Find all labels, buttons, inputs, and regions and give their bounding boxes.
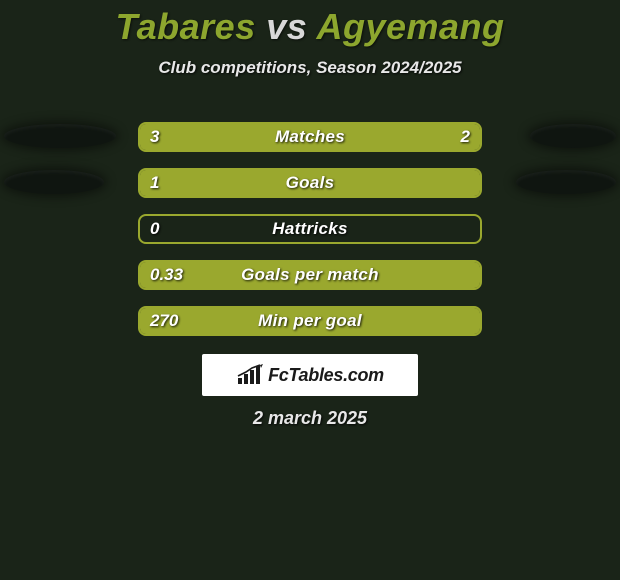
stat-row: Goals per match0.33 bbox=[0, 256, 620, 302]
shadow-left bbox=[4, 124, 116, 148]
stat-value-left: 270 bbox=[150, 311, 178, 331]
shadow-right bbox=[530, 124, 616, 148]
stat-row: Hattricks0 bbox=[0, 210, 620, 256]
stat-bar-track: Matches3 2 bbox=[138, 122, 482, 152]
footer-date: 2 march 2025 bbox=[0, 408, 620, 429]
brand-text: FcTables.com bbox=[268, 365, 384, 386]
stat-bar-track: Goals1 bbox=[138, 168, 482, 198]
shadow-left bbox=[4, 170, 104, 194]
stat-bar-track: Goals per match0.33 bbox=[138, 260, 482, 290]
stat-label: Hattricks bbox=[140, 219, 480, 239]
stats-container: Matches3 2 Goals1 Hattricks0 Goals per match… bbox=[0, 118, 620, 348]
player2-name: Agyemang bbox=[316, 6, 504, 47]
stat-label: Min per goal bbox=[140, 311, 480, 331]
stat-bar-track: Hattricks0 bbox=[138, 214, 482, 244]
stat-row: Matches3 2 bbox=[0, 118, 620, 164]
stat-label: Goals bbox=[140, 173, 480, 193]
stat-label: Matches bbox=[140, 127, 480, 147]
stat-value-left: 3 bbox=[150, 127, 159, 147]
stat-value-left: 0.33 bbox=[150, 265, 183, 285]
subtitle: Club competitions, Season 2024/2025 bbox=[0, 58, 620, 78]
player1-name: Tabares bbox=[115, 6, 255, 47]
stat-row: Goals1 bbox=[0, 164, 620, 210]
stat-bar-track: Min per goal270 bbox=[138, 306, 482, 336]
stat-value-left: 0 bbox=[150, 219, 159, 239]
brand-box[interactable]: FcTables.com bbox=[202, 354, 418, 396]
bar-growth-icon bbox=[236, 364, 264, 386]
stat-label: Goals per match bbox=[140, 265, 480, 285]
vs-text: vs bbox=[266, 6, 307, 47]
stat-row: Min per goal270 bbox=[0, 302, 620, 348]
comparison-title: Tabares vs Agyemang bbox=[0, 0, 620, 48]
stat-value-left: 1 bbox=[150, 173, 159, 193]
stat-value-right: 2 bbox=[461, 127, 470, 147]
shadow-right bbox=[516, 170, 616, 194]
